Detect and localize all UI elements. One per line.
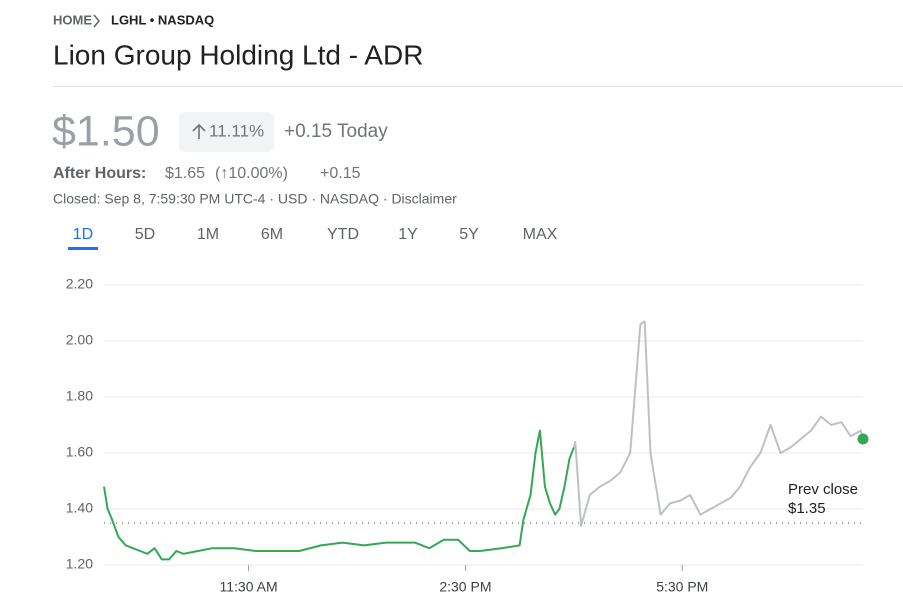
chart: 1.20 1.40 1.60 1.80 2.00 2.20 11:30 AM 2:30 PM 5… <box>66 276 869 595</box>
price-line <box>572 320 864 527</box>
x-tick-label: 2:30 PM <box>439 579 491 595</box>
change-pill <box>179 112 274 152</box>
range-tab[interactable]: 1Y <box>398 226 418 243</box>
y-tick-label: 1.60 <box>66 444 93 460</box>
active-tab-underline <box>68 247 98 250</box>
y-tick-label: 1.80 <box>66 388 93 404</box>
y-tick-label: 1.20 <box>66 556 93 572</box>
change-today: +0.15 Today <box>284 121 388 142</box>
page-title: Lion Group Holding Ltd - ADR <box>53 39 423 70</box>
closed-note: Closed: Sep 8, 7:59:30 PM UTC-4 · USD · … <box>53 191 457 207</box>
price-line <box>103 429 575 561</box>
range-tab[interactable]: 1M <box>197 226 219 243</box>
after-hours-pct: (↑10.00%) <box>215 165 288 182</box>
x-tick-label: 11:30 AM <box>220 579 278 595</box>
range-tab[interactable]: 5D <box>135 226 155 243</box>
range-tab[interactable]: 5Y <box>459 226 479 243</box>
x-tick-label: 5:30 PM <box>656 579 708 595</box>
range-tab[interactable]: YTD <box>327 226 359 243</box>
last-price-dot <box>857 433 869 445</box>
after-hours-change: +0.15 <box>320 165 361 182</box>
range-tab[interactable]: 1D <box>73 226 93 243</box>
breadcrumb-home[interactable]: HOME <box>53 12 92 27</box>
change-pct: 11.11% <box>209 121 264 140</box>
after-hours-price: $1.65 <box>165 165 205 182</box>
prev-close-value: $1.35 <box>788 500 826 517</box>
range-tab[interactable]: MAX <box>523 226 558 243</box>
y-tick-label: 1.40 <box>66 500 93 516</box>
y-tick-label: 2.00 <box>66 332 93 348</box>
after-hours-label: After Hours: <box>53 165 146 182</box>
range-tabs: 1D 5D 1M 6M YTD 1Y 5Y MAX <box>68 226 558 250</box>
range-tab[interactable]: 6M <box>261 226 283 243</box>
breadcrumb-chevron <box>93 14 100 28</box>
prev-close-label: Prev close <box>788 481 858 498</box>
price: $1.50 <box>52 107 160 155</box>
breadcrumb-ticker: LGHL • NASDAQ <box>111 12 214 27</box>
y-tick-label: 2.20 <box>66 276 93 292</box>
up-arrow <box>192 123 206 139</box>
